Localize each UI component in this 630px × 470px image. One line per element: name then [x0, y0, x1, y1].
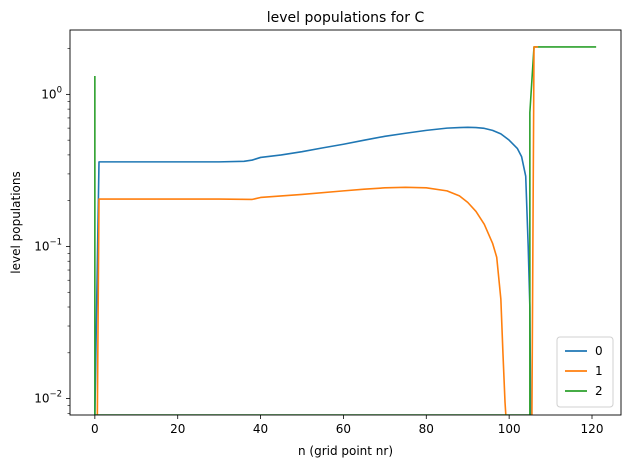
- x-tick-label: 60: [336, 422, 351, 436]
- series-line-0: [94, 126, 532, 415]
- x-tick-label: 80: [419, 422, 434, 436]
- series-line-1: [96, 186, 507, 415]
- x-tick-label: 100: [498, 422, 521, 436]
- legend-label-0: 0: [595, 344, 603, 358]
- x-tick-label: 120: [581, 422, 604, 436]
- x-tick-label: 40: [253, 422, 268, 436]
- series-lines: [94, 46, 597, 415]
- y-tick-label: 100: [41, 85, 62, 101]
- x-tick-label: 20: [170, 422, 185, 436]
- y-axis-label: level populations: [9, 171, 23, 273]
- series-line-2: [94, 46, 597, 415]
- y-tick-label: 10−1: [34, 237, 62, 253]
- series-line-extra-3: [531, 46, 539, 415]
- legend: 0 1 2: [556, 336, 614, 408]
- legend-box: [556, 336, 614, 408]
- legend-label-2: 2: [595, 384, 603, 398]
- y-tick-label: 10−2: [34, 390, 62, 406]
- chart-title: level populations for C: [267, 10, 425, 26]
- x-axis-label: n (grid point nr): [298, 444, 393, 458]
- axes-frame: [69, 29, 622, 416]
- x-tick-label: 0: [91, 422, 99, 436]
- legend-label-1: 1: [595, 364, 603, 378]
